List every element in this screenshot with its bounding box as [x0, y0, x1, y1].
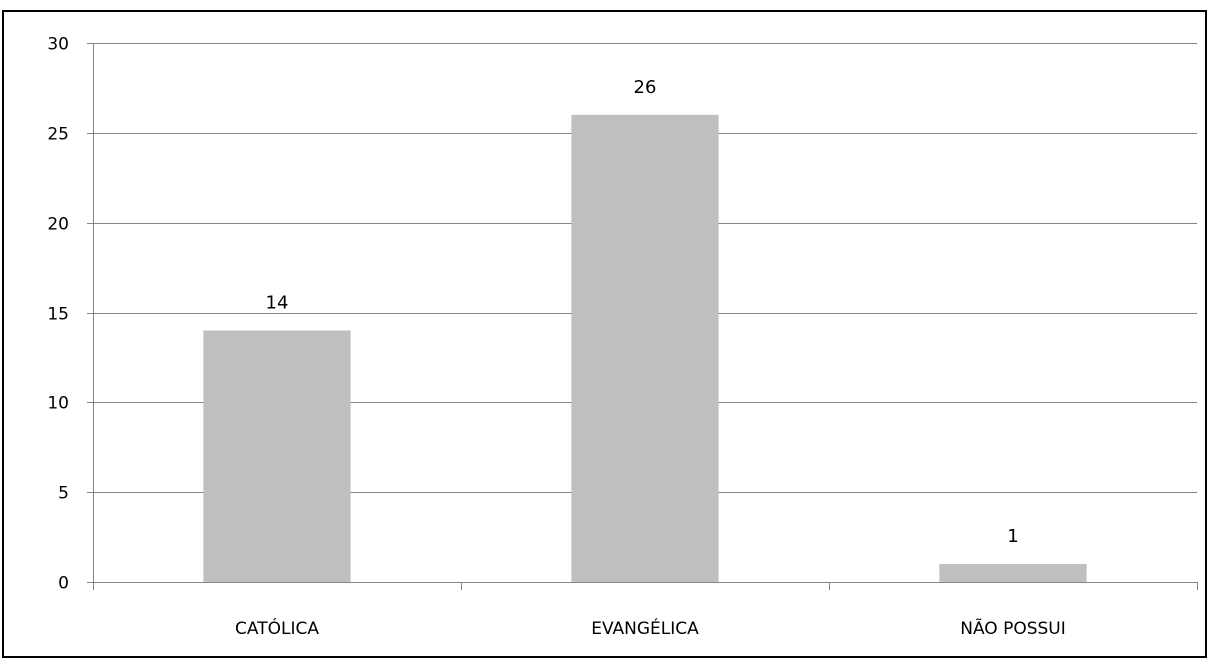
y-tick-label-15: 15 [47, 305, 69, 325]
y-tick-label-5: 5 [58, 484, 69, 504]
x-tick-label-1: EVANGÉLICA [591, 617, 699, 639]
bar-0 [203, 330, 351, 582]
y-tick-label-20: 20 [47, 215, 69, 235]
x-tick-label-2: NÃO POSSUI [960, 617, 1066, 639]
x-tick-label-0: CATÓLICA [235, 617, 319, 639]
data-label-2: 1 [1007, 526, 1018, 547]
y-tick-label-30: 30 [47, 35, 69, 55]
data-label-0: 14 [266, 292, 289, 313]
data-label-1: 26 [634, 77, 657, 98]
axes [87, 43, 1198, 590]
bar-2 [939, 564, 1087, 582]
bar-1 [571, 114, 719, 582]
y-tick-label-25: 25 [47, 125, 69, 145]
labels: 0 5 10 15 20 25 30 14 CATÓLICA 26 EVANGÉLICA 1 NÃO P… [47, 35, 1065, 640]
bars [203, 114, 1087, 582]
y-tick-label-0: 0 [58, 574, 69, 594]
y-tick-label-10: 10 [47, 394, 69, 414]
